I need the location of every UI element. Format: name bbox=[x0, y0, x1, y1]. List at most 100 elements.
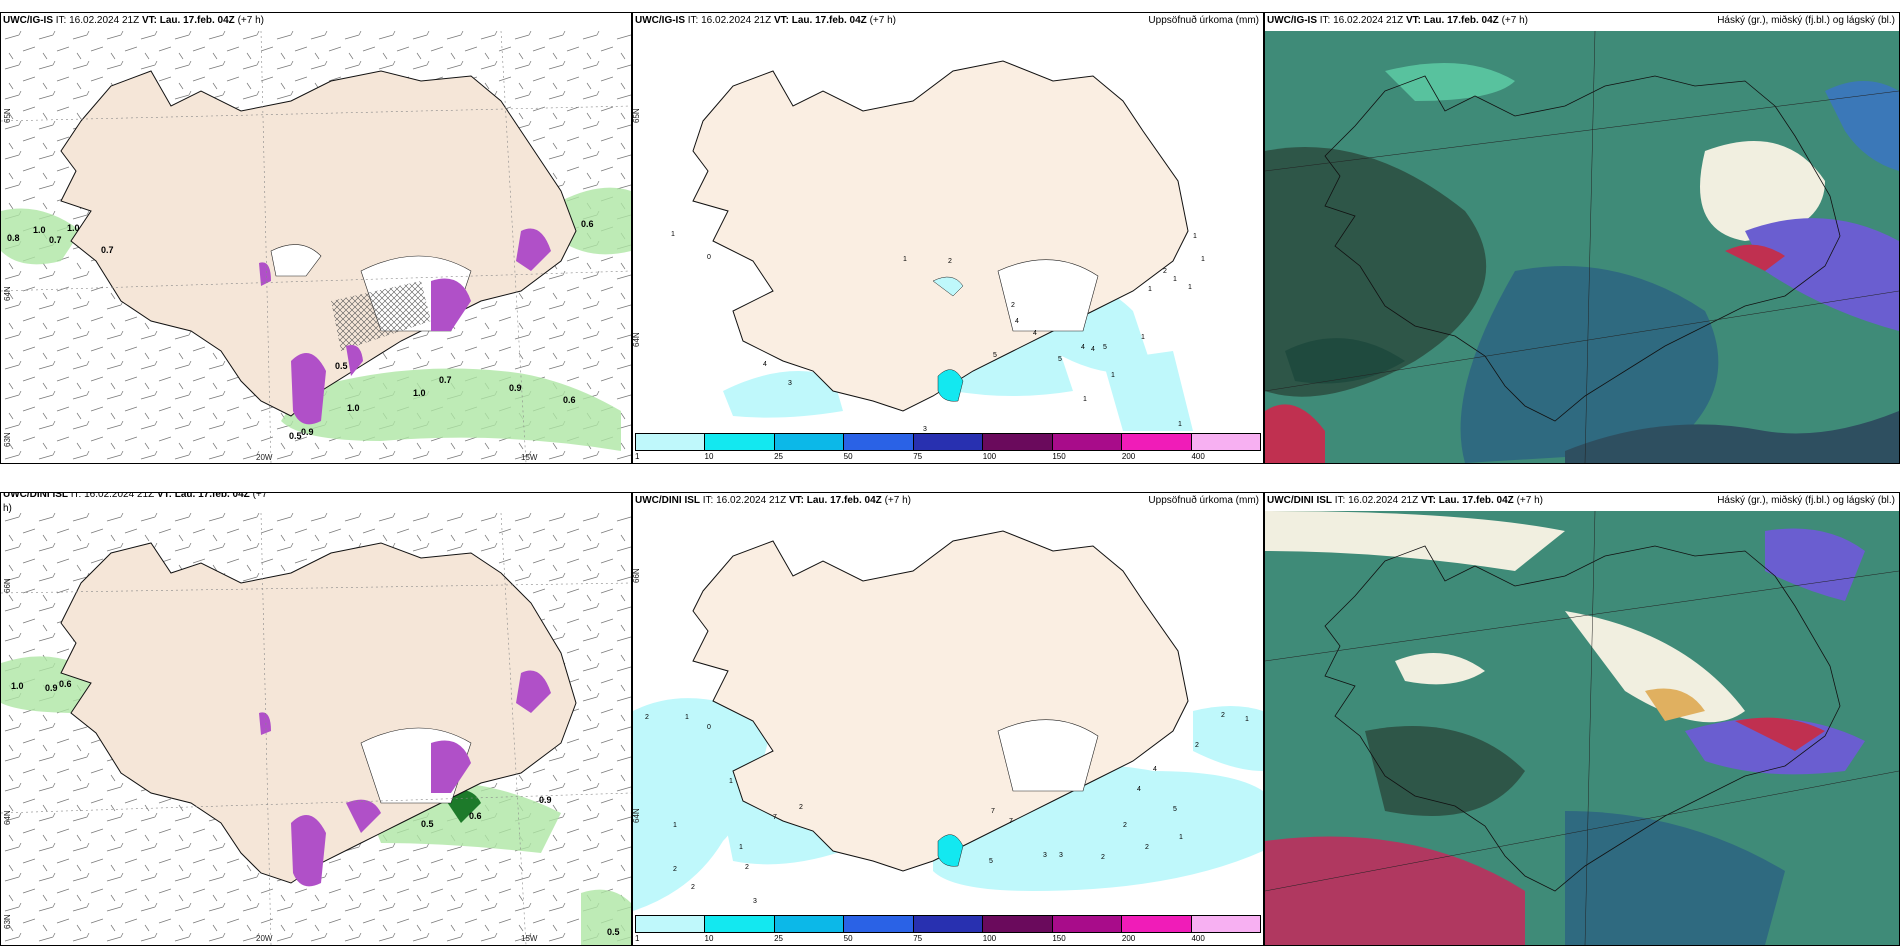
it-value: 16.02.2024 21Z bbox=[69, 15, 140, 26]
colorbar-swatch bbox=[913, 434, 984, 450]
map-canvas[interactable]: 1 0 1 2 2 4 4 5 4 5 3 3 1 1 1 1 4 4 5 1 bbox=[633, 31, 1263, 433]
vt-label: VT: bbox=[156, 492, 172, 500]
panel-header: UWC/IG-IS IT: 16.02.2024 21Z VT: Lau. 17… bbox=[635, 15, 896, 26]
colorbar-tick-label: 400 bbox=[1191, 934, 1205, 943]
map-panel-top-left: UWC/IG-IS IT: 16.02.2024 21Z VT: Lau. 17… bbox=[0, 12, 632, 464]
model-name: UWC/IG-IS bbox=[635, 15, 685, 26]
svg-text:2: 2 bbox=[1221, 712, 1225, 719]
vt-label: VT: bbox=[1420, 495, 1436, 506]
value-label: 0.6 bbox=[581, 219, 594, 229]
svg-text:2: 2 bbox=[1145, 844, 1149, 851]
svg-text:1: 1 bbox=[1173, 276, 1177, 283]
panel-header: UWC/IG-IS IT: 16.02.2024 21Z VT: Lau. 17… bbox=[3, 15, 264, 26]
lead-time: (+7 h) bbox=[1501, 15, 1528, 26]
svg-text:0: 0 bbox=[707, 254, 711, 261]
lat-label-63: 63N bbox=[3, 432, 12, 447]
value-label: 0.5 bbox=[335, 361, 348, 371]
colorbar-tick-label: 10 bbox=[704, 452, 714, 461]
svg-text:2: 2 bbox=[1011, 302, 1015, 309]
precip-values: 1.0 0.9 0.6 0.5 0.6 0.9 0.5 bbox=[11, 679, 620, 937]
panel-title: Háský (gr.), miðský (fj.bl.) og lágský (… bbox=[1717, 495, 1895, 506]
precip-values: 2 1 0 1 1 2 7 2 1 2 3 2 7 7 5 3 3 2 2 4 bbox=[645, 712, 1249, 905]
svg-text:7: 7 bbox=[1009, 818, 1013, 825]
svg-text:1.0: 1.0 bbox=[11, 681, 24, 691]
model-name: UWC/DINI ISL bbox=[635, 495, 700, 506]
svg-text:5: 5 bbox=[1058, 356, 1062, 363]
map-panel-top-right: UWC/IG-IS IT: 16.02.2024 21Z VT: Lau. 17… bbox=[1264, 12, 1900, 464]
svg-text:1: 1 bbox=[1083, 396, 1087, 403]
colorbar-swatch bbox=[913, 916, 984, 932]
colorbar-swatch bbox=[844, 916, 914, 932]
colorbar-swatch bbox=[705, 434, 775, 450]
map-panel-bottom-right: UWC/DINI ISL IT: 16.02.2024 21Z VT: Lau.… bbox=[1264, 492, 1900, 946]
svg-text:1: 1 bbox=[1148, 286, 1152, 293]
colorbar-swatch bbox=[636, 434, 706, 450]
svg-text:4: 4 bbox=[1153, 766, 1157, 773]
svg-text:7: 7 bbox=[991, 808, 995, 815]
svg-text:2: 2 bbox=[948, 258, 952, 265]
map-canvas[interactable] bbox=[1265, 30, 1899, 463]
lon-label-20w: 20W bbox=[256, 453, 273, 462]
vt-value: Lau. 17.feb. 04Z bbox=[1438, 495, 1514, 506]
vt-value: Lau. 17.feb. 04Z bbox=[806, 495, 882, 506]
svg-text:4: 4 bbox=[1081, 344, 1085, 351]
panel-header: UWC/DINI ISL IT: 16.02.2024 21Z VT: Lau.… bbox=[635, 495, 911, 506]
svg-text:1: 1 bbox=[1178, 421, 1182, 428]
lon-label-15w: 15W bbox=[521, 934, 538, 943]
colorbar-tick-label: 100 bbox=[982, 934, 997, 943]
vt-label: VT: bbox=[788, 495, 804, 506]
svg-text:0.9: 0.9 bbox=[45, 683, 58, 693]
panel-header: UWC/DINI ISL IT: 16.02.2024 21Z VT: Lau.… bbox=[3, 492, 267, 500]
svg-text:1: 1 bbox=[1193, 233, 1197, 240]
svg-text:5: 5 bbox=[1103, 344, 1107, 351]
map-canvas[interactable]: 1.0 0.9 0.6 0.5 0.6 0.9 0.5 bbox=[1, 512, 631, 945]
colorbar-swatch bbox=[983, 916, 1053, 932]
value-label: 0.7 bbox=[101, 245, 114, 255]
svg-text:2: 2 bbox=[645, 714, 649, 721]
lat-label-65: 65N bbox=[3, 108, 12, 123]
value-label: 1.0 bbox=[33, 225, 46, 235]
map-canvas[interactable]: 0.8 0.7 1.0 1.0 0.7 0.6 0.5 0.7 1.0 1.0 … bbox=[1, 30, 631, 463]
colorbar-swatch bbox=[1191, 434, 1260, 450]
svg-text:1: 1 bbox=[1245, 716, 1249, 723]
colorbar-tick-label: 25 bbox=[774, 934, 784, 943]
colorbar-tick-label: 100 bbox=[982, 452, 997, 461]
svg-text:2: 2 bbox=[691, 884, 695, 891]
land-outline bbox=[1324, 75, 1841, 422]
lat-label-64: 64N bbox=[3, 286, 12, 301]
colorbar-swatch bbox=[1052, 434, 1123, 450]
svg-text:5: 5 bbox=[989, 858, 993, 865]
map-canvas[interactable]: 2 1 0 1 1 2 7 2 1 2 3 2 7 7 5 3 3 2 2 4 bbox=[633, 511, 1263, 913]
svg-text:1: 1 bbox=[1141, 334, 1145, 341]
colorbar: 1 10 25 50 75 100 150 200 400 bbox=[635, 915, 1261, 943]
svg-text:4: 4 bbox=[1033, 330, 1037, 337]
value-label: 0.9 bbox=[301, 427, 314, 437]
panel-header-wrap: h) bbox=[3, 503, 12, 514]
map-canvas[interactable] bbox=[1265, 510, 1899, 945]
colorbar-ticks: 1 10 25 50 75 100 150 200 400 bbox=[635, 451, 1261, 461]
colorbar-swatch bbox=[1052, 916, 1123, 932]
lead-time: (+7 h) bbox=[869, 15, 896, 26]
model-name: UWC/IG-IS bbox=[1267, 15, 1317, 26]
vt-value: Lau. 17.feb. 04Z bbox=[159, 15, 235, 26]
panel-header: UWC/IG-IS IT: 16.02.2024 21Z VT: Lau. 17… bbox=[1267, 15, 1528, 26]
svg-text:2: 2 bbox=[673, 866, 677, 873]
map-panel-top-middle: UWC/IG-IS IT: 16.02.2024 21Z VT: Lau. 17… bbox=[632, 12, 1264, 464]
panel-header: UWC/DINI ISL IT: 16.02.2024 21Z VT: Lau.… bbox=[1267, 495, 1543, 506]
value-label: 1.0 bbox=[67, 223, 80, 233]
map-svg bbox=[1265, 510, 1899, 945]
vt-value: Lau. 17.feb. 04Z bbox=[791, 15, 867, 26]
colorbar-swatch bbox=[774, 434, 845, 450]
it-label: IT: bbox=[70, 492, 82, 500]
svg-text:2: 2 bbox=[1163, 268, 1167, 275]
svg-text:2: 2 bbox=[745, 864, 749, 871]
colorbar-tick-label: 10 bbox=[704, 934, 714, 943]
colorbar-tick-label: 50 bbox=[843, 934, 853, 943]
map-svg: 1.0 0.9 0.6 0.5 0.6 0.9 0.5 bbox=[1, 512, 631, 945]
svg-text:4: 4 bbox=[763, 361, 767, 368]
vt-label: VT: bbox=[1405, 15, 1421, 26]
colorbar-tick-label: 150 bbox=[1052, 934, 1066, 943]
lat-label-64: 64N bbox=[632, 808, 641, 823]
svg-text:3: 3 bbox=[1043, 852, 1047, 859]
panel-title: Háský (gr.), miðský (fj.bl.) og lágský (… bbox=[1717, 15, 1895, 26]
